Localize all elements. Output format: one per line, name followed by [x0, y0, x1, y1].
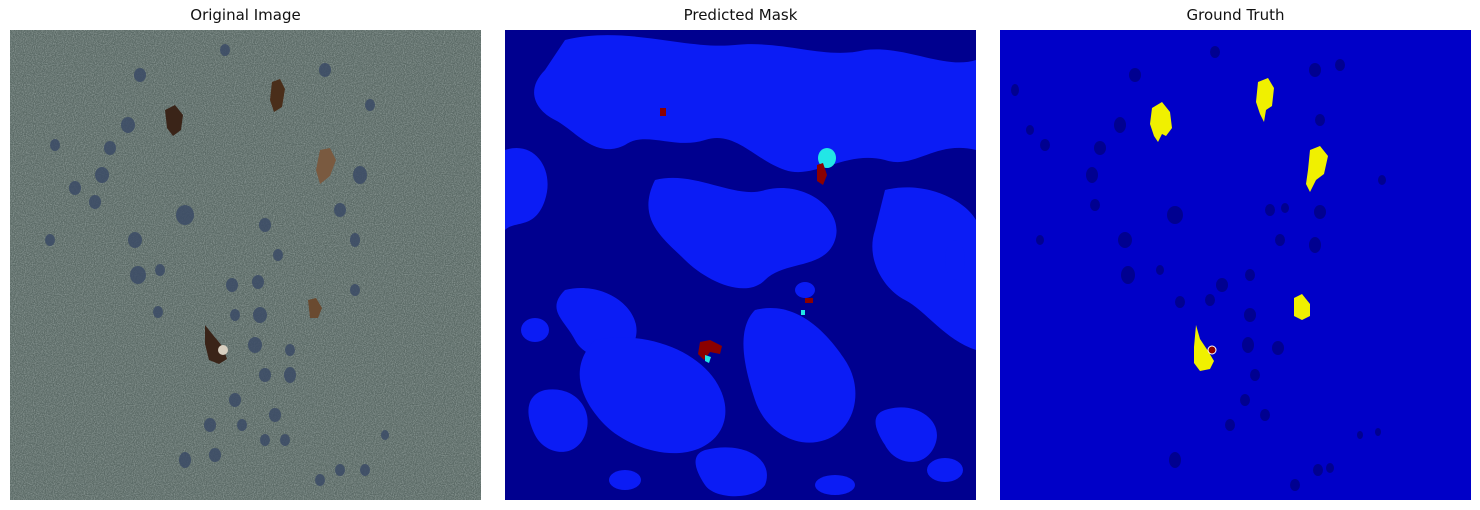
panel-ground-truth: Ground Truth [1000, 0, 1471, 510]
ground-truth-red-marker [1207, 345, 1217, 355]
predicted-mask-image [505, 30, 976, 500]
original-dark-spots [45, 44, 389, 486]
ground-truth-image [1000, 30, 1471, 500]
predicted-object-classes [660, 108, 836, 363]
panel-original-image: Original Image [10, 0, 481, 510]
panel-title-predicted: Predicted Mask [683, 6, 798, 24]
panel-predicted-mask: Predicted Mask [505, 0, 976, 510]
original-animals [165, 79, 336, 364]
panel-title-original: Original Image [190, 6, 301, 24]
predicted-blue-regions [505, 35, 976, 497]
panel-title-ground-truth: Ground Truth [1186, 6, 1285, 24]
ground-truth-dark-spots [1011, 46, 1386, 491]
ground-truth-yellow-objects [1150, 78, 1328, 371]
original-image [10, 30, 481, 500]
